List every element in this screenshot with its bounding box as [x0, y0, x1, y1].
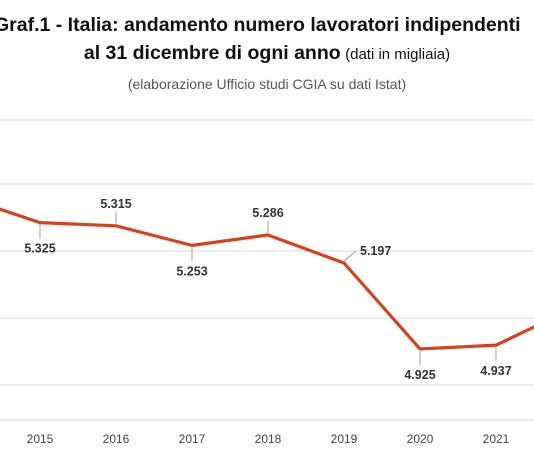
- chart-title-units: (dati in migliaia): [345, 46, 451, 63]
- data-label: 5.325: [24, 242, 55, 256]
- x-tick-label: 2017: [179, 432, 206, 446]
- x-axis-ticks: 2015 2016 2017 2018 2019 2020 2021: [27, 432, 510, 446]
- data-label: 5.197: [360, 244, 391, 258]
- chart-title-line2: al 31 dicembre di ogni anno (dati in mig…: [0, 42, 534, 65]
- data-label: 4.925: [404, 368, 435, 382]
- data-label: 4.937: [480, 364, 511, 378]
- chart-title-date: al 31 dicembre di ogni anno: [83, 42, 341, 64]
- chart-title: Graf.1 - Italia: andamento numero lavora…: [0, 14, 521, 36]
- x-tick-label: 2021: [483, 432, 510, 446]
- series-layer: [0, 207, 534, 351]
- x-tick-label: 2019: [331, 432, 358, 446]
- x-tick-label: 2015: [27, 432, 54, 446]
- data-label: 5.315: [100, 197, 131, 211]
- gridlines: [0, 119, 534, 421]
- data-label-leader: [343, 250, 357, 262]
- chart-subtitle: (elaborazione Ufficio studi CGIA su dati…: [127, 76, 407, 92]
- data-label: 5.286: [252, 206, 283, 220]
- x-tick-label: 2016: [103, 432, 130, 446]
- x-tick-label: 2020: [407, 432, 434, 446]
- data-labels: 5.325 5.315 5.253 5.286 5.197 4.925 4.937: [24, 197, 511, 382]
- series-line: [0, 207, 534, 351]
- x-tick-label: 2018: [255, 432, 282, 446]
- data-label: 5.253: [176, 264, 207, 278]
